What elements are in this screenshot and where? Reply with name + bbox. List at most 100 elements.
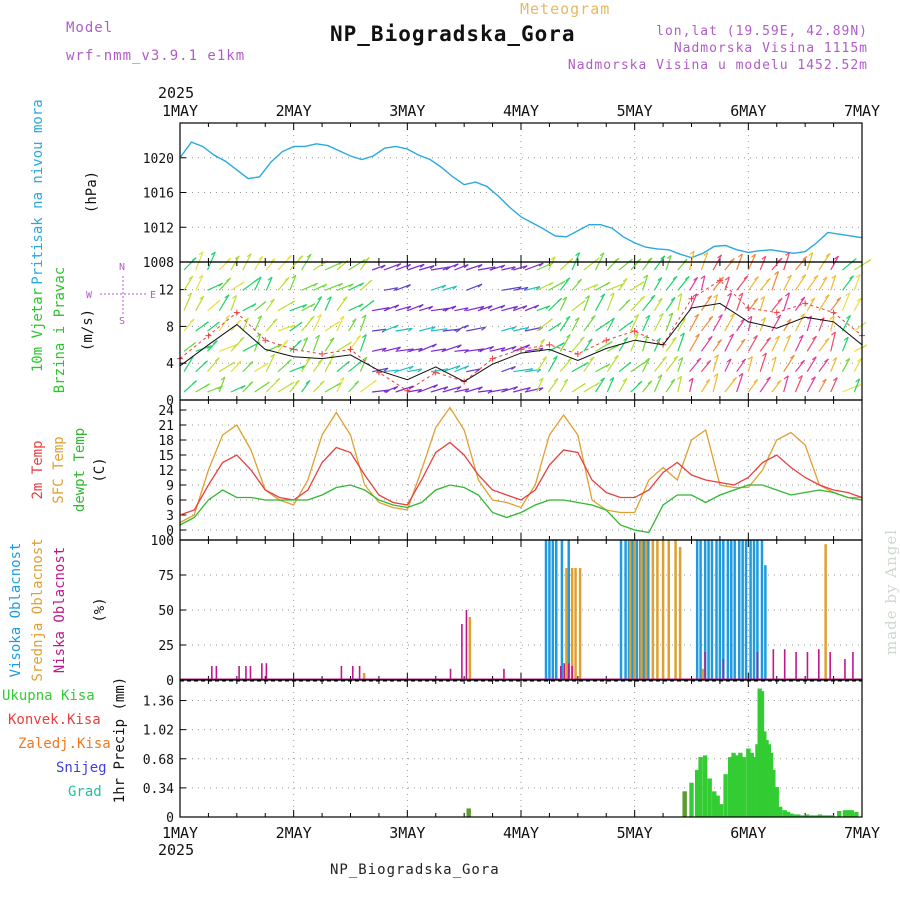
wind-barb-head [270,353,275,358]
wind-barb [442,365,461,373]
wind-gust-marker [489,355,496,362]
wind-barb [407,263,425,271]
wind-barb [747,335,758,352]
wind-barb [736,292,744,311]
wind-barb [571,336,585,352]
wind-barb [430,307,450,312]
wind-barb [642,257,653,271]
precip-total-bar [830,815,835,817]
wind-gust-marker [716,277,723,284]
wind-barb [841,292,851,311]
temp-unit: (C) [92,457,108,482]
cloud-ylabel3: Niska Oblacnost [52,547,68,673]
wind-barb-head [359,282,364,287]
wind-barb-head [813,274,819,279]
precip-total-bar [771,769,776,817]
wind-barb [747,356,753,372]
wind-barb [372,347,387,352]
wind-barb [794,274,807,291]
wind-barb [418,305,433,312]
wind-barb [430,328,448,332]
wind-ylabel2: Brzina i Pravac [52,267,68,393]
wind-barb [618,378,628,393]
wind-barb-head [283,340,289,345]
wind-barb-head [692,293,698,298]
wind-barb-head [479,305,485,310]
wind-barb [536,356,548,372]
top-day-label: 4MAY [503,102,539,120]
bottom-day-label: 6MAY [730,824,766,842]
y-tick-label: 3 [166,509,174,524]
wind-barb-head [811,356,817,361]
wind-unit: (m/s) [80,309,96,351]
wind-barb [336,283,354,291]
wind-barb [559,315,571,332]
y-tick-label: 1012 [143,221,174,236]
wind-barb [207,357,220,373]
wind-barb [747,316,753,332]
wind-barb-head [477,264,483,269]
wind-barb-head [420,286,424,289]
wind-barb-head [408,385,414,390]
wind-barb-head [810,297,816,302]
wind-barb [630,333,639,352]
wind-barb-head [381,347,387,352]
cloud-low-bar [465,610,468,680]
wind-barb [312,359,324,373]
cloud-mid-bar [570,568,574,680]
wind-barb-head [771,356,777,361]
wind-barb-head [580,300,586,305]
wind-barb [513,286,529,291]
wind-barb-head [538,262,544,267]
wind-barb [395,284,411,291]
wind-barb [595,377,605,393]
wind-barb [842,275,855,291]
precip-ylabel: 1hr Precip (mm) [112,677,128,803]
wind-barb-head [394,304,400,309]
wind-barb [689,378,694,393]
wind-barb [383,263,402,271]
wind-barb [395,348,414,352]
wind-barb [642,315,651,332]
wind-barb-head [214,357,220,362]
cloud-mid-bar [574,568,577,680]
precip-total-bar [846,810,851,817]
wind-barb-head [645,357,650,362]
wind-barb-head [226,257,232,262]
wind-barb-head [777,257,783,262]
wind-barb-head [609,317,615,322]
cloud-mid-bar [678,547,682,680]
y-tick-label: 18 [158,434,174,449]
wind-barb [477,305,493,312]
wind-barb-head [210,251,216,256]
wind-barb-head [738,372,744,377]
wind-barb [383,287,398,291]
wind-barb [183,275,194,291]
wind-barb [430,266,451,271]
wind-barb-head [406,305,412,310]
wind-barb-head [230,361,235,366]
wind-barb [583,338,593,352]
wind-barb-head [205,383,210,388]
wind-barb [454,388,469,393]
cloud-high-bar [764,565,767,680]
wind-barb-head [829,315,835,320]
wind-barb [418,343,437,352]
precip-total-bar [741,757,746,817]
cloud-mid-bar [667,540,671,680]
wind-barb [219,343,238,352]
wind-barb [454,349,469,352]
precip-total-bar [774,787,779,817]
wind-barb [383,304,400,312]
wind-barb-head [846,315,851,320]
precip-total-bar [749,752,754,817]
cloud-mid-bar [578,568,582,680]
wind-barb-head [463,307,469,312]
wind-barb-head [580,382,586,387]
wind-barb [830,275,837,291]
pressure-ylabel: Pritisak na nivou mora [30,99,46,284]
cloud-low-bar [806,652,809,680]
cloud-mid-bar [824,544,827,680]
wind-barb [677,357,684,372]
wind-barb [736,373,744,393]
